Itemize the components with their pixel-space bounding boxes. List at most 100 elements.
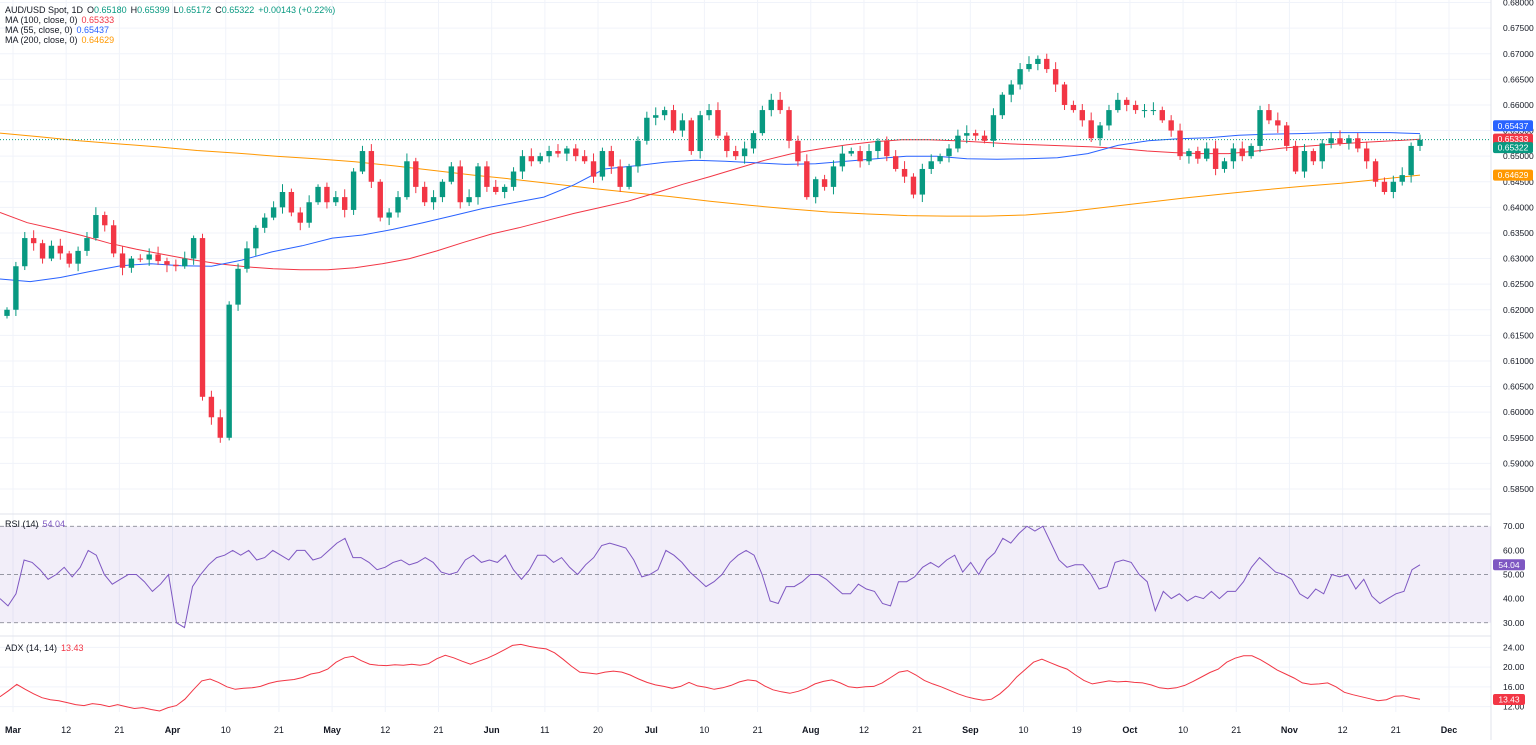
candle[interactable]	[1363, 141, 1370, 169]
candle[interactable]	[253, 225, 259, 256]
candle[interactable]	[946, 144, 952, 163]
candle[interactable]	[235, 263, 241, 311]
candle[interactable]	[1257, 105, 1263, 153]
candle[interactable]	[1301, 144, 1308, 178]
candle[interactable]	[430, 190, 437, 210]
candle[interactable]	[1035, 55, 1041, 71]
candle[interactable]	[812, 176, 819, 204]
candle[interactable]	[875, 138, 881, 159]
candle[interactable]	[537, 152, 543, 164]
candle[interactable]	[439, 179, 446, 203]
candle[interactable]	[617, 159, 623, 192]
candle[interactable]	[270, 201, 277, 221]
candle[interactable]	[519, 150, 526, 179]
candle[interactable]	[910, 173, 917, 199]
candle[interactable]	[13, 261, 19, 317]
candle[interactable]	[1132, 100, 1139, 114]
candle[interactable]	[208, 390, 215, 425]
candle[interactable]	[1310, 148, 1317, 166]
candle[interactable]	[528, 148, 535, 167]
candle[interactable]	[1017, 63, 1023, 90]
candle[interactable]	[164, 257, 170, 273]
candle[interactable]	[697, 110, 703, 159]
candle[interactable]	[39, 239, 46, 264]
candle[interactable]	[1266, 104, 1272, 125]
candle[interactable]	[653, 107, 659, 126]
candle[interactable]	[1337, 130, 1343, 146]
candle[interactable]	[484, 161, 490, 192]
candle[interactable]	[57, 238, 64, 260]
candle[interactable]	[1381, 177, 1388, 195]
candle[interactable]	[146, 248, 152, 266]
candle[interactable]	[786, 106, 792, 149]
ma55-legend[interactable]: MA (55, close, 0) 0.65437	[5, 25, 113, 35]
candle[interactable]	[1070, 100, 1077, 113]
candle[interactable]	[981, 130, 988, 144]
candlestick-series[interactable]	[4, 53, 1423, 443]
candle[interactable]	[937, 153, 943, 164]
candle[interactable]	[1275, 112, 1281, 133]
candle[interactable]	[555, 144, 561, 158]
candle[interactable]	[1283, 122, 1290, 151]
candle[interactable]	[306, 195, 312, 228]
adx-legend[interactable]: ADX (14, 14) 13.43	[5, 643, 88, 653]
candle[interactable]	[475, 162, 481, 205]
candle[interactable]	[333, 191, 339, 207]
candle[interactable]	[795, 135, 801, 167]
candle[interactable]	[1026, 56, 1032, 72]
ma200-legend[interactable]: MA (200, close, 0) 0.64629	[5, 35, 118, 45]
candle[interactable]	[892, 150, 899, 172]
candle[interactable]	[217, 409, 223, 443]
candle[interactable]	[964, 125, 970, 144]
candle[interactable]	[1292, 140, 1299, 175]
candle[interactable]	[226, 301, 232, 441]
candle[interactable]	[928, 154, 934, 174]
candle[interactable]	[4, 307, 10, 319]
candle[interactable]	[1177, 123, 1183, 160]
candle[interactable]	[626, 163, 632, 190]
candle[interactable]	[66, 250, 72, 268]
candle[interactable]	[1044, 53, 1050, 73]
candle[interactable]	[821, 174, 828, 191]
candle[interactable]	[493, 179, 499, 195]
candle[interactable]	[741, 141, 748, 164]
candle[interactable]	[857, 145, 863, 168]
candle[interactable]	[501, 184, 508, 199]
candle[interactable]	[1221, 157, 1228, 173]
candle[interactable]	[1408, 142, 1414, 183]
candle[interactable]	[93, 207, 99, 241]
candle[interactable]	[262, 213, 268, 233]
candle[interactable]	[635, 136, 641, 173]
candle[interactable]	[1052, 62, 1059, 92]
candle[interactable]	[804, 154, 810, 200]
candle[interactable]	[368, 144, 375, 189]
candle[interactable]	[1212, 140, 1219, 176]
candle[interactable]	[413, 157, 419, 194]
candle[interactable]	[190, 235, 197, 265]
candle[interactable]	[315, 184, 321, 205]
candle[interactable]	[830, 160, 837, 195]
candle[interactable]	[1079, 104, 1086, 127]
candle[interactable]	[768, 93, 774, 117]
candle[interactable]	[75, 246, 81, 272]
candle[interactable]	[564, 145, 570, 162]
candle[interactable]	[1124, 97, 1130, 112]
candle[interactable]	[724, 132, 730, 158]
candle[interactable]	[1141, 104, 1148, 118]
candle[interactable]	[1372, 158, 1379, 187]
candle[interactable]	[1204, 142, 1210, 162]
candle[interactable]	[848, 147, 854, 157]
time-axis[interactable]: Mar 12 21 Apr 10 21 May 12 21 Jun 11 20 Jul 10 21 Aug 12…	[5, 725, 1457, 735]
candle[interactable]	[404, 153, 410, 200]
candle[interactable]	[155, 246, 161, 265]
candle[interactable]	[733, 145, 739, 160]
candle[interactable]	[599, 147, 606, 181]
candle[interactable]	[866, 144, 872, 166]
candle[interactable]	[972, 129, 979, 141]
candle[interactable]	[919, 163, 926, 203]
candle[interactable]	[590, 153, 597, 183]
candle[interactable]	[84, 232, 90, 256]
candle[interactable]	[679, 113, 686, 137]
